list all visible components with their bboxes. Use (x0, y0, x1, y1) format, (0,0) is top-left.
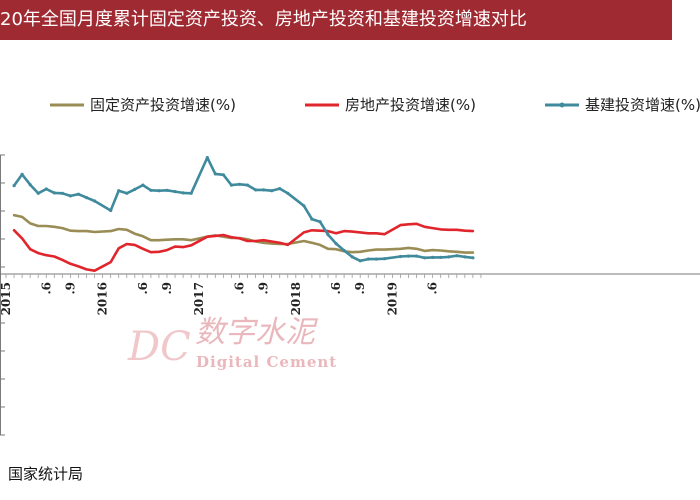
series-3-point (286, 191, 290, 195)
series-3-point (382, 257, 386, 261)
series-3-point (455, 254, 459, 258)
series-3-point (237, 182, 242, 186)
source-label: 国家统计局 (8, 465, 84, 483)
series-3-point (133, 187, 137, 191)
series-3-point (423, 256, 427, 260)
series-3-point (374, 257, 378, 261)
legend-label-2: 房地产投资增速(%) (345, 96, 476, 114)
series-3-point (117, 189, 121, 193)
series-3-point (60, 191, 64, 195)
series-3-point (270, 189, 274, 193)
x-tick-label: 2015 (0, 282, 13, 315)
series-3-point (431, 255, 435, 259)
series-3-point (342, 248, 346, 253)
legend-marker (559, 102, 565, 108)
series-3-point (398, 254, 403, 259)
series-3-point (439, 255, 443, 259)
series-3-point (109, 208, 113, 213)
series-line-2 (12, 222, 475, 272)
series-3-point (20, 172, 24, 176)
x-tick-label: .9 (160, 282, 174, 295)
series-group (12, 156, 475, 272)
legend-label-3: 基建投资增速(%) (585, 96, 700, 114)
x-tick-label: 2019 (385, 282, 399, 315)
series-3-point (189, 191, 193, 195)
series-3-point (229, 183, 233, 187)
series-3-point (93, 199, 97, 203)
series-3-point (165, 188, 169, 192)
series-3-point (36, 191, 40, 195)
series-3-point (84, 196, 89, 200)
series-line-1 (12, 213, 475, 254)
x-tick-label: .6 (232, 282, 246, 295)
x-tick-label: .6 (136, 282, 150, 295)
series-3-point (221, 173, 225, 177)
series-3-point (12, 184, 16, 188)
axes (0, 154, 700, 436)
x-tick-label: 2018 (289, 282, 303, 315)
series-3-point (76, 192, 81, 196)
x-tick-label: .6 (39, 282, 53, 295)
series-3-point (366, 257, 370, 261)
chart-title: 20年全国月度累计固定资产投资、房地产投资和基建投资增速对比 (0, 9, 527, 30)
x-tick-label: .9 (353, 282, 367, 295)
series-3-point (302, 204, 306, 208)
series-3-point (447, 255, 451, 259)
x-tick-label: .9 (63, 282, 77, 295)
series-3-point (415, 254, 419, 258)
series-3-point (157, 189, 161, 193)
series-3-point (125, 191, 129, 195)
series-3-point (141, 183, 145, 187)
series-3-point (262, 188, 266, 192)
watermark-cn: 数字水泥 (195, 315, 319, 350)
series-3-point (181, 191, 185, 195)
x-tick-labels: 2015 .6 .9 2016 .6 .9 2017 .6 .9 2018 .6 .9 2019 .6 (0, 282, 440, 315)
series-3-point (350, 255, 354, 259)
watermark-en: Digital Cement (196, 353, 337, 371)
x-tick-label: .6 (329, 282, 343, 295)
legend: 固定资产投资增速(%) 房地产投资增速(%) 基建投资增速(%) (50, 96, 700, 114)
series-3-point (471, 256, 475, 260)
series-3-point (358, 259, 362, 263)
series-3-point (278, 187, 282, 191)
series-3-point (318, 220, 322, 224)
series-3-point (205, 156, 209, 160)
title-bar: 20年全国月度累计固定资产投资、房地产投资和基建投资增速对比 (0, 0, 672, 40)
legend-label-1: 固定资产投资增速(%) (90, 96, 236, 114)
series-3-point (245, 183, 250, 187)
x-tick-label: 2016 (96, 282, 110, 315)
series-3-point (52, 191, 56, 195)
series-3-point (406, 254, 411, 258)
series-3-point (213, 172, 217, 176)
x-tick-label: 2017 (192, 282, 206, 315)
series-3-point (254, 188, 258, 192)
series-3-point (44, 187, 48, 191)
watermark-logo: DC (127, 324, 191, 370)
series-3-point (68, 194, 72, 198)
series-3-point (173, 190, 177, 194)
series-3-point (326, 233, 330, 237)
x-tick-label: .9 (257, 282, 271, 295)
series-line-3 (12, 156, 475, 263)
series-3-point (28, 183, 32, 187)
series-3-point (334, 242, 338, 246)
series-3-point (310, 217, 314, 221)
x-tick-label: .6 (426, 282, 440, 295)
series-3-point (149, 188, 153, 192)
series-3-point (463, 255, 467, 259)
watermark: DC 数字水泥 Digital Cement (127, 315, 337, 371)
